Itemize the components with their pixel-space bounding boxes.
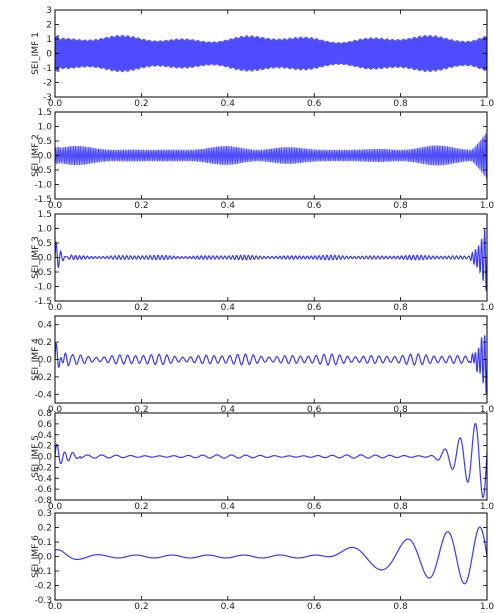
panel-2: 0.0 0.2 0.4 0.6 0.8 1.0 1.5 1.0 0.5 0.0 -0.5 -1.0 -1… — [31, 108, 494, 211]
y-tick-label: 0.0 — [38, 453, 53, 463]
y-tick-label: 0.0 — [38, 356, 53, 366]
x-tick-label: 0.4 — [221, 405, 236, 415]
y-tick-label: -1.0 — [34, 181, 52, 191]
x-tick-label: 1.0 — [480, 99, 494, 109]
y-tick-label: 0.4 — [38, 321, 53, 331]
series-line — [54, 335, 488, 394]
x-tick-label: 0.4 — [221, 602, 236, 612]
y-tick-label: 3 — [46, 6, 52, 16]
x-tick-label: 0.4 — [221, 303, 236, 313]
y-tick-label: 2 — [46, 21, 52, 31]
y-tick-label: 0.0 — [38, 553, 53, 563]
y-tick-label: 1.5 — [38, 210, 52, 220]
y-tick-label: 0 — [46, 50, 52, 60]
x-tick-label: 0.6 — [307, 303, 322, 313]
series-line — [54, 132, 488, 180]
y-tick-label: -1.5 — [34, 195, 52, 205]
y-tick-label: -1.5 — [34, 297, 52, 307]
y-tick-label: -0.2 — [34, 582, 52, 592]
x-tick-label: 0.0 — [48, 502, 63, 512]
x-tick-label: 0.2 — [134, 99, 148, 109]
y-axis-label: SEI_IMF 3 — [31, 236, 41, 279]
series-line — [54, 228, 488, 292]
x-tick-label: 0.4 — [221, 502, 236, 512]
panel-5: 0.0 0.2 0.4 0.6 0.8 1.00.80.60.40.20.0-0.2-0.… — [31, 409, 494, 512]
y-tick-label: 1.0 — [38, 123, 53, 133]
y-tick-label: 1 — [46, 35, 52, 45]
panel-3: 0.0 0.2 0.4 0.6 0.8 1.0 1.5 1.0 0.5 0.0 -0.5 -1.0 -1… — [31, 210, 494, 313]
y-tick-label: 0.5 — [38, 137, 52, 147]
y-tick-label: -0.2 — [34, 373, 52, 383]
y-axis-label: SEI_IMF 6 — [31, 535, 41, 578]
panel-6: 0.0 0.2 0.4 0.6 0.8 1.0 0.3 0.2 0.1 0.0 -0.1 -0.2 -0… — [31, 509, 494, 612]
y-tick-label: 0.0 — [38, 152, 53, 162]
y-tick-label: -0.8 — [34, 496, 52, 506]
y-tick-label: 0.8 — [38, 409, 53, 419]
y-tick-label: 0.4 — [38, 431, 53, 441]
x-tick-label: 0.0 — [48, 405, 63, 415]
x-tick-label: 0.6 — [307, 201, 322, 211]
y-tick-label: 1.0 — [38, 225, 53, 235]
x-tick-label: 0.8 — [393, 405, 408, 415]
y-tick-label: 1.5 — [38, 108, 52, 118]
y-axis-label: SEI_IMF 1 — [31, 32, 41, 75]
x-tick-label: 0.8 — [393, 602, 408, 612]
y-tick-label: -0.3 — [34, 596, 52, 606]
y-tick-label: -0.2 — [34, 463, 52, 473]
x-tick-label: 0.8 — [393, 303, 408, 313]
y-tick-label: -2 — [43, 79, 52, 89]
x-tick-label: 0.2 — [134, 405, 148, 415]
y-tick-label: -0.5 — [34, 268, 52, 278]
y-tick-label: -1.0 — [34, 283, 52, 293]
y-tick-label: -0.6 — [34, 485, 52, 495]
x-tick-label: 0.0 — [48, 201, 63, 211]
y-tick-label: 0.0 — [38, 254, 53, 264]
x-tick-label: 1.0 — [480, 303, 494, 313]
panel-1: 0.0 0.2 0.4 0.6 0.8 1.0 3 2 1 0 -1 -2 -3 SEI_IMF 1 — [31, 6, 494, 109]
x-tick-label: 0.8 — [393, 201, 408, 211]
x-tick-label: 1.0 — [480, 201, 494, 211]
x-tick-label: 0.0 — [48, 303, 63, 313]
y-tick-label: -0.4 — [34, 390, 52, 400]
y-tick-label: 0.2 — [38, 442, 52, 452]
x-tick-label: 0.4 — [221, 201, 236, 211]
x-tick-label: 0.8 — [393, 99, 408, 109]
x-tick-label: 0.6 — [307, 99, 322, 109]
y-axis-label: SEI_IMF 2 — [31, 134, 41, 177]
x-tick-label: 0.8 — [393, 502, 408, 512]
y-tick-label: 0.1 — [38, 538, 52, 548]
x-tick-label: 0.6 — [307, 502, 322, 512]
y-axis-label: SEI_IMF 4 — [31, 338, 41, 381]
x-tick-label: 0.2 — [134, 602, 148, 612]
x-tick-label: 0.0 — [48, 99, 63, 109]
y-tick-label: -3 — [43, 93, 52, 103]
y-tick-label: -0.4 — [34, 474, 52, 484]
x-tick-label: 1.0 — [480, 602, 494, 612]
panel-4: 0.0 0.2 0.4 0.6 0.8 1.0 0.4 0.2 0.0 -0.2 -0.4 SEI_I… — [31, 315, 494, 415]
x-tick-label: 0.6 — [307, 405, 322, 415]
x-tick-label: 0.4 — [221, 99, 236, 109]
y-tick-label: -1 — [43, 64, 52, 74]
x-tick-label: 0.2 — [134, 303, 148, 313]
y-tick-label: 0.2 — [38, 524, 52, 534]
y-tick-label: 0.6 — [38, 420, 53, 430]
y-axis-label: SEI_IMF 5 — [31, 435, 41, 478]
x-tick-label: 1.0 — [480, 405, 494, 415]
y-tick-label: 0.5 — [38, 239, 52, 249]
x-tick-label: 0.0 — [48, 602, 63, 612]
x-tick-label: 0.2 — [134, 502, 148, 512]
series-line — [54, 34, 488, 73]
x-tick-label: 1.0 — [480, 502, 494, 512]
y-tick-label: -0.5 — [34, 166, 52, 176]
y-tick-label: 0.3 — [38, 509, 52, 519]
series-line — [54, 526, 488, 585]
series-line — [54, 422, 488, 499]
x-tick-label: 0.6 — [307, 602, 322, 612]
x-tick-label: 0.2 — [134, 201, 148, 211]
y-tick-label: -0.1 — [34, 567, 52, 577]
y-tick-label: 0.2 — [38, 338, 52, 348]
